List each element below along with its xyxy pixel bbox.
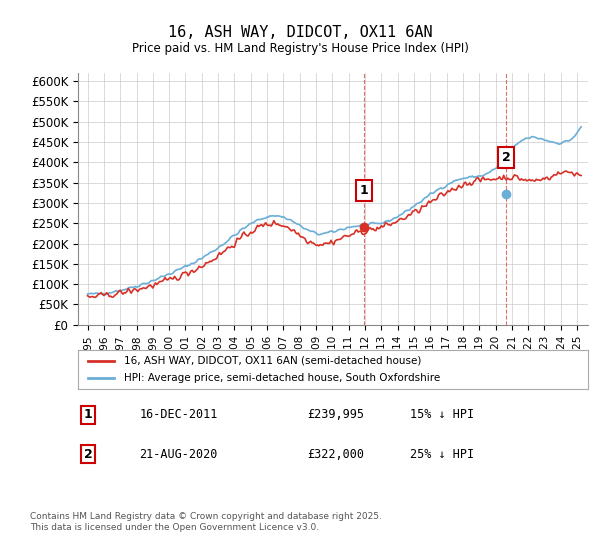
Text: 21-AUG-2020: 21-AUG-2020	[139, 447, 218, 461]
Text: 15% ↓ HPI: 15% ↓ HPI	[409, 408, 473, 422]
Text: 2: 2	[502, 151, 511, 164]
Text: HPI: Average price, semi-detached house, South Oxfordshire: HPI: Average price, semi-detached house,…	[124, 373, 440, 383]
Text: 16, ASH WAY, DIDCOT, OX11 6AN: 16, ASH WAY, DIDCOT, OX11 6AN	[167, 25, 433, 40]
Text: 16, ASH WAY, DIDCOT, OX11 6AN (semi-detached house): 16, ASH WAY, DIDCOT, OX11 6AN (semi-deta…	[124, 356, 421, 366]
Text: 2: 2	[84, 447, 92, 461]
Text: 1: 1	[84, 408, 92, 422]
Text: £239,995: £239,995	[308, 408, 365, 422]
Text: Contains HM Land Registry data © Crown copyright and database right 2025.
This d: Contains HM Land Registry data © Crown c…	[30, 512, 382, 532]
Text: 25% ↓ HPI: 25% ↓ HPI	[409, 447, 473, 461]
Text: Price paid vs. HM Land Registry's House Price Index (HPI): Price paid vs. HM Land Registry's House …	[131, 42, 469, 55]
Text: 16-DEC-2011: 16-DEC-2011	[139, 408, 218, 422]
Text: 1: 1	[360, 184, 368, 197]
Text: £322,000: £322,000	[308, 447, 365, 461]
